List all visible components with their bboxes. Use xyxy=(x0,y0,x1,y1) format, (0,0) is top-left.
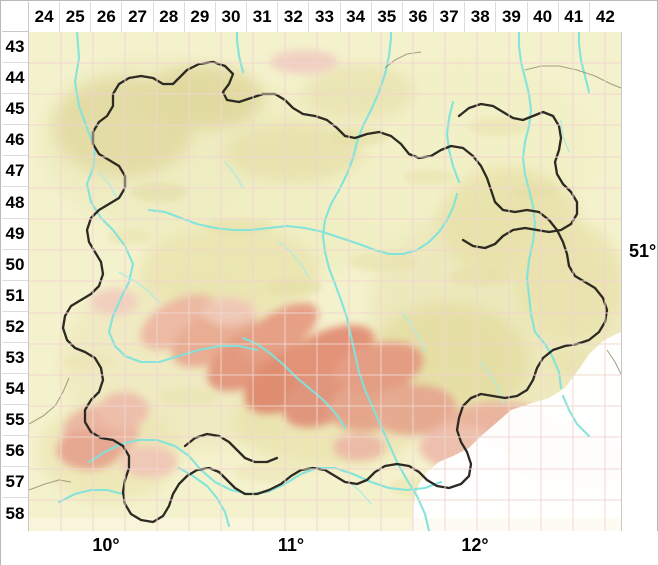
grid-column-label-32: 32 xyxy=(278,2,310,32)
grid-row-label-55: 55 xyxy=(2,405,28,437)
grid-row-label-48: 48 xyxy=(2,187,28,219)
grid-row-label-56: 56 xyxy=(2,436,28,468)
grid-row-label-49: 49 xyxy=(2,218,28,250)
grid-row-label-46: 46 xyxy=(2,125,28,157)
grid-row-label-58: 58 xyxy=(2,498,28,530)
axis-corner-box xyxy=(2,2,29,32)
grid-column-label-38: 38 xyxy=(465,2,497,32)
grid-column-label-31: 31 xyxy=(247,2,279,32)
grid-column-label-35: 35 xyxy=(371,2,403,32)
grid-column-label-29: 29 xyxy=(184,2,216,32)
grid-column-label-36: 36 xyxy=(402,2,435,32)
grid-row-label-47: 47 xyxy=(2,156,28,188)
map-frame-right xyxy=(621,32,622,532)
grid-row-label-43: 43 xyxy=(2,32,28,64)
grid-column-label-27: 27 xyxy=(122,2,154,32)
grid-row-label-53: 53 xyxy=(2,342,28,375)
grid-column-label-40: 40 xyxy=(527,2,559,32)
longitude-label-2: 12° xyxy=(461,535,489,555)
grid-row-label-50: 50 xyxy=(2,249,28,281)
grid-column-label-39: 39 xyxy=(496,2,528,32)
top-axis-labels: 24 25 26 27 28 29 30 31 32 33 34 35 36 37 38 39 40 41 42 xyxy=(29,2,621,32)
grid-row-label-52: 52 xyxy=(2,311,28,343)
bottom-axis-labels: 10° 11° 12° xyxy=(1,531,658,565)
grid-column-label-41: 41 xyxy=(558,2,590,32)
grid-row-label-44: 44 xyxy=(2,63,28,95)
grid-column-label-25: 25 xyxy=(60,2,92,32)
left-axis-labels: 43 44 45 46 47 48 49 50 51 52 53 54 55 56 57 58 xyxy=(2,32,29,531)
longitude-label-0: 10° xyxy=(92,535,120,555)
grid-row-label-57: 57 xyxy=(2,467,28,499)
grid-column-label-24: 24 xyxy=(29,2,61,32)
latitude-label-0: 51° xyxy=(629,241,657,261)
longitude-label-1: 11° xyxy=(277,535,305,555)
grid-column-label-42: 42 xyxy=(589,2,621,32)
grid-row-label-51: 51 xyxy=(2,280,28,312)
grid-column-label-34: 34 xyxy=(340,2,372,32)
grid-row-label-45: 45 xyxy=(2,94,28,126)
grid-column-label-28: 28 xyxy=(153,2,185,32)
map-canvas xyxy=(29,32,621,531)
grid-column-label-37: 37 xyxy=(434,2,466,32)
grid-column-label-33: 33 xyxy=(309,2,341,32)
grid-row-label-54: 54 xyxy=(2,374,28,406)
grid-column-label-26: 26 xyxy=(91,2,123,32)
grid-column-label-30: 30 xyxy=(215,2,248,32)
